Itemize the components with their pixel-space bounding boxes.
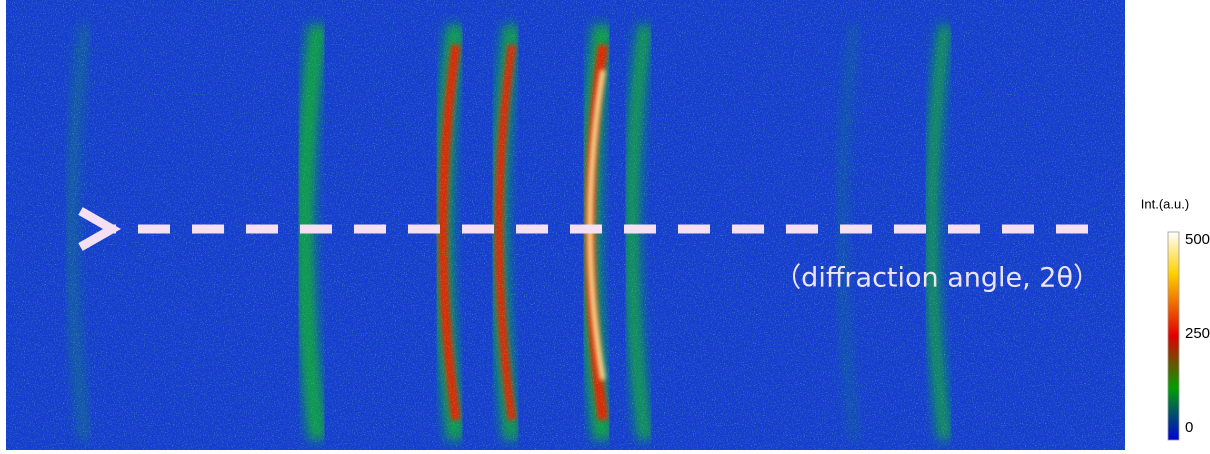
figure: （diffraction angle, 2θ） Int.(a.u.) 5000 2…	[0, 0, 1210, 450]
colorbar-tick-label: 5000	[1185, 231, 1210, 248]
colorbar-title: Int.(a.u.)	[1141, 196, 1189, 211]
axis-annotation: （diffraction angle, 2θ）	[774, 263, 1100, 294]
colorbar	[1168, 232, 1179, 440]
colorbar-tick-label: 0	[1185, 419, 1193, 436]
